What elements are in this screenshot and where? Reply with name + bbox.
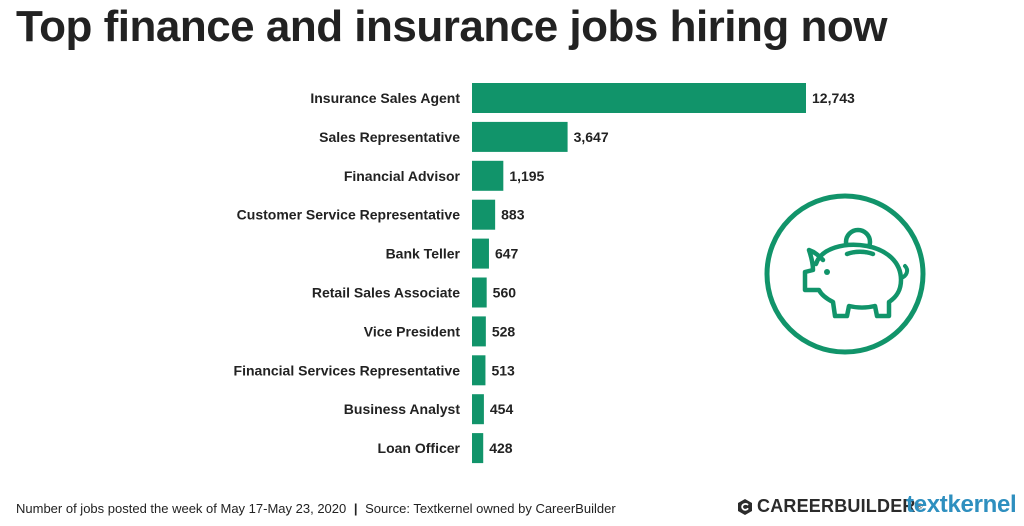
textkernel-logo: textkernel — [906, 491, 1017, 518]
value-label: 1,195 — [509, 168, 544, 184]
bar — [472, 316, 486, 347]
careerbuilder-logo: CAREERBUILDER ® — [736, 496, 923, 517]
value-label: 883 — [501, 207, 525, 223]
page-title: Top finance and insurance jobs hiring no… — [16, 2, 887, 51]
bar — [472, 394, 484, 425]
value-label: 454 — [490, 401, 514, 417]
bar — [472, 121, 568, 152]
value-label: 513 — [491, 362, 515, 378]
bar — [472, 238, 489, 269]
category-label: Financial Services Representative — [234, 362, 461, 378]
bar — [472, 83, 806, 113]
category-label: Sales Representative — [319, 129, 460, 145]
category-label: Insurance Sales Agent — [310, 90, 460, 106]
value-label: 647 — [495, 246, 519, 262]
bar — [472, 160, 504, 191]
value-label: 528 — [492, 323, 516, 339]
category-label: Vice President — [364, 323, 461, 339]
bar — [472, 277, 487, 308]
bar — [472, 433, 484, 464]
value-label: 12,743 — [812, 90, 855, 106]
category-label: Retail Sales Associate — [312, 285, 460, 301]
category-label: Loan Officer — [378, 440, 461, 456]
category-label: Bank Teller — [386, 246, 461, 262]
value-label: 3,647 — [574, 129, 609, 145]
category-label: Business Analyst — [344, 401, 461, 417]
careerbuilder-mark-icon — [738, 498, 752, 515]
value-label: 560 — [493, 285, 517, 301]
bar — [472, 199, 496, 230]
value-label: 428 — [489, 440, 513, 456]
bar — [472, 355, 486, 386]
footer-separator: | — [353, 501, 358, 516]
footer-note: Number of jobs posted the week of May 17… — [16, 501, 616, 516]
careerbuilder-logo-text: CAREERBUILDER — [757, 496, 916, 516]
footer-note-text: Number of jobs posted the week of May 17… — [16, 501, 347, 516]
careerbuilder-registered-mark: ® — [916, 502, 923, 511]
piggy-bank-icon — [764, 193, 926, 355]
footer-source: Source: Textkernel owned by CareerBuilde… — [365, 501, 616, 516]
category-label: Customer Service Representative — [237, 207, 461, 223]
category-label: Financial Advisor — [344, 168, 461, 184]
